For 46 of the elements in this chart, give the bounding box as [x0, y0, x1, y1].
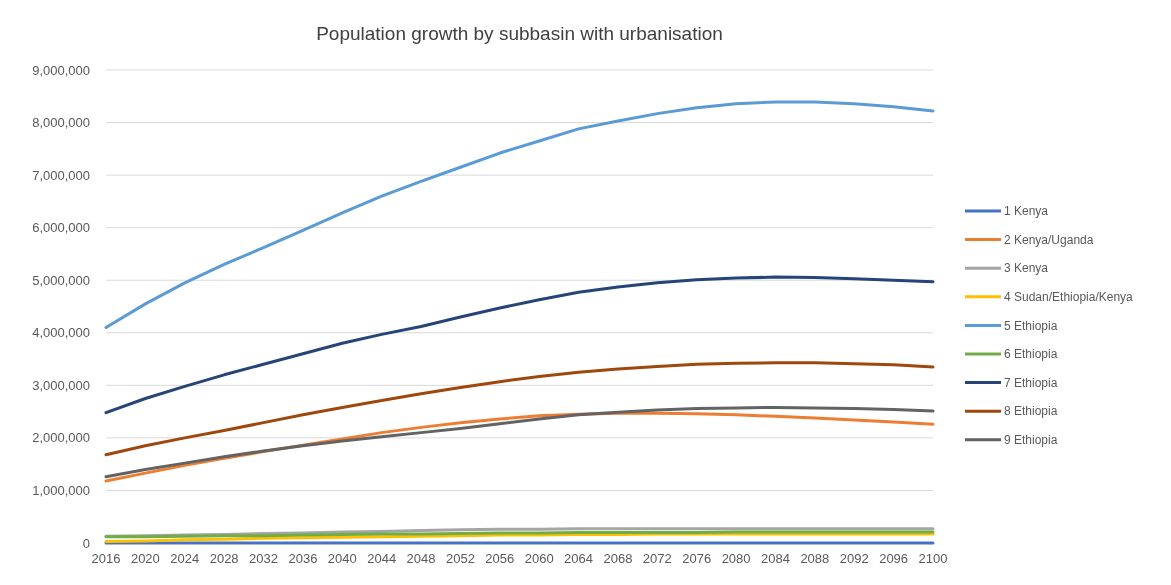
x-tick-label: 2088 [800, 551, 830, 566]
x-tick-label: 2100 [918, 551, 948, 566]
legend-label: 4 Sudan/Ethiopia/Kenya [1004, 290, 1134, 304]
x-tick-label: 2092 [839, 551, 869, 566]
y-tick-label: 7,000,000 [32, 167, 90, 183]
x-tick-label: 2060 [524, 551, 554, 566]
legend-label: 5 Ethiopia [1004, 318, 1058, 333]
x-tick-label: 2036 [288, 551, 318, 566]
x-tick-label: 2020 [130, 551, 160, 566]
x-tick-label: 2028 [209, 551, 239, 566]
legend-label: 1 Kenya [1004, 204, 1049, 219]
legend-label: 9 Ethiopia [1004, 433, 1058, 447]
y-tick-label: 2,000,000 [32, 430, 90, 446]
y-tick-label: 6,000,000 [32, 220, 90, 236]
x-tick-label: 2084 [761, 551, 790, 566]
line-series [104, 275, 935, 415]
y-tick-label: 5,000,000 [32, 272, 90, 288]
legend-label: 8 Ethiopia [1004, 404, 1058, 419]
x-tick-label: 2096 [879, 551, 909, 566]
x-tick-label: 2068 [603, 551, 633, 566]
x-tick-label: 2072 [642, 551, 672, 566]
legend-label: 2 Kenya/Uganda [1004, 232, 1094, 247]
line-series [104, 361, 935, 457]
x-tick-label: 2044 [367, 551, 397, 566]
x-tick-label: 2048 [406, 551, 436, 566]
y-tick-label: 4,000,000 [32, 325, 90, 341]
legend-label: 6 Ethiopia [1004, 347, 1058, 362]
y-tick-label: 3,000,000 [32, 377, 90, 393]
x-tick-label: 2056 [485, 551, 515, 566]
legend-label: 7 Ethiopia [1004, 375, 1058, 390]
y-tick-label: 9,000,000 [32, 62, 90, 78]
x-tick-label: 2080 [721, 551, 751, 566]
line-series [104, 532, 935, 543]
chart-title: Population growth by subbasin with urbanisation [316, 23, 723, 44]
x-tick-label: 2032 [249, 551, 278, 566]
x-tick-label: 2076 [682, 551, 712, 566]
y-tick-label: 0 [82, 535, 90, 551]
x-tick-label: 2052 [445, 551, 475, 566]
y-tick-label: 1,000,000 [32, 482, 90, 498]
x-tick-label: 2064 [564, 551, 594, 566]
x-tick-label: 2016 [91, 551, 121, 566]
x-tick-label: 2024 [170, 551, 200, 566]
x-tick-label: 2040 [327, 551, 357, 566]
y-tick-label: 8,000,000 [32, 115, 90, 131]
legend-label: 3 Kenya [1004, 261, 1049, 276]
line-series [104, 100, 935, 330]
